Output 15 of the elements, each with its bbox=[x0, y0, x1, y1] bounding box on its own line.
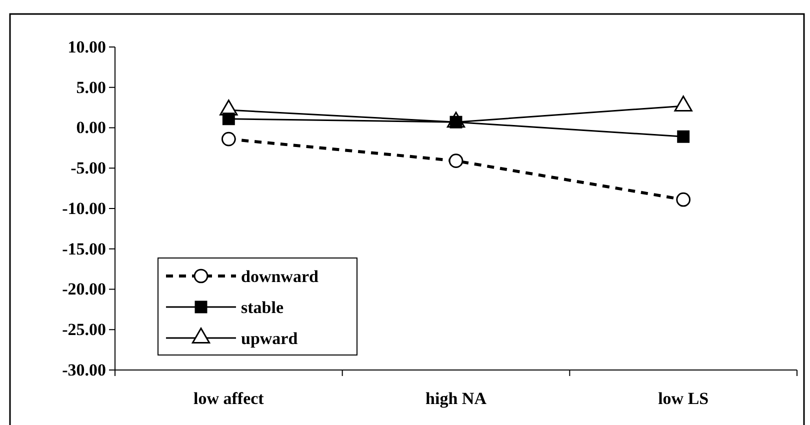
y-tick-label: 5.00 bbox=[76, 78, 106, 97]
legend-label: downward bbox=[241, 267, 320, 286]
legend-label: upward bbox=[241, 329, 298, 348]
y-tick-label: 0.00 bbox=[76, 118, 106, 138]
y-tick-label: -5.00 bbox=[70, 158, 106, 178]
y-tick-label: -10.00 bbox=[62, 198, 106, 218]
y-tick-label: -30.00 bbox=[62, 360, 106, 380]
y-tick-label: -25.00 bbox=[62, 320, 106, 340]
legend-label: stable bbox=[241, 298, 284, 317]
x-tick-label: low affect bbox=[194, 389, 264, 408]
y-tick-label: -15.00 bbox=[62, 239, 106, 258]
y-tick-label: -20.00 bbox=[62, 280, 106, 299]
x-tick-label: low LS bbox=[658, 389, 709, 408]
x-tick-label: high NA bbox=[426, 389, 488, 408]
y-tick-label: 10.00 bbox=[68, 37, 106, 56]
